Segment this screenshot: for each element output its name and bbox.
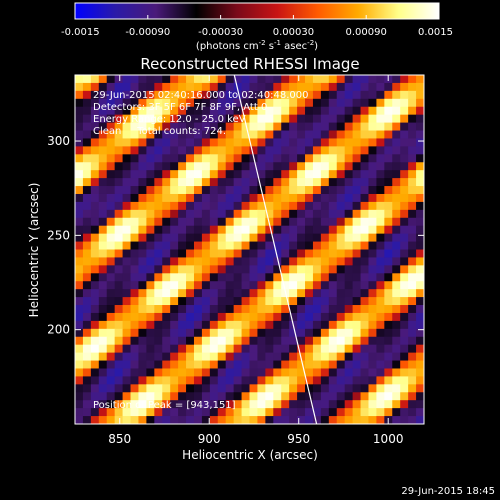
x-axis-label: Heliocentric X (arcsec) [182,448,318,462]
peak-position-label: Position of Peak = [943,151] [93,400,236,411]
x-tick-label: 850 [108,432,131,446]
y-tick-label: 250 [47,228,70,242]
x-tick-label: 1000 [373,432,404,446]
colorbar-tick-label: 0.00030 [273,27,314,38]
colorbar-strip [74,2,440,20]
colorbar-tick-label: 0.0015 [418,27,453,38]
annotation-line: Detectors: 3F 5F 6F 7F 8F 9F, Att 0 [93,102,267,113]
y-axis-label: Heliocentric Y (arcsec) [27,183,41,318]
plot-frame [74,74,425,425]
colorbar-tick-label: 0.00090 [346,27,387,38]
colorbar-ticks: -0.0015 -0.00090 -0.00030 0.00030 0.00090 0.0… [61,15,453,38]
x-tick-label: 900 [198,432,221,446]
annotation-line: 29-Jun-2015 02:40:16.000 to 02:40:48.000 [93,90,309,101]
y-tick-label: 300 [47,134,70,148]
x-tick-label: 950 [287,432,310,446]
chart-title: Reconstructed RHESSI Image [140,55,359,73]
y-axis: 200 250 300 [47,134,424,337]
annotation-line: Clean Total counts: 724. [93,126,226,137]
footer-timestamp: 29-Jun-2015 18:45 [401,486,495,497]
heatmap-image [75,75,424,424]
annotations: 29-Jun-2015 02:40:16.000 to 02:40:48.000… [93,90,309,137]
x-axis: 850 900 950 1000 [108,75,403,446]
colorbar-tick-label: -0.00030 [198,27,243,38]
colorbar-units: (photons cm-2 s-1 asec-2) [196,39,318,52]
y-tick-label: 200 [47,323,70,337]
solar-limb-line [233,75,318,424]
annotation-line: Energy Range: 12.0 - 25.0 keV [93,114,246,125]
colorbar: -0.0015 -0.00090 -0.00030 0.00030 0.00090 0.0… [61,2,453,52]
colorbar-tick-label: -0.00090 [125,27,170,38]
colorbar-tick-label: -0.0015 [61,27,100,38]
